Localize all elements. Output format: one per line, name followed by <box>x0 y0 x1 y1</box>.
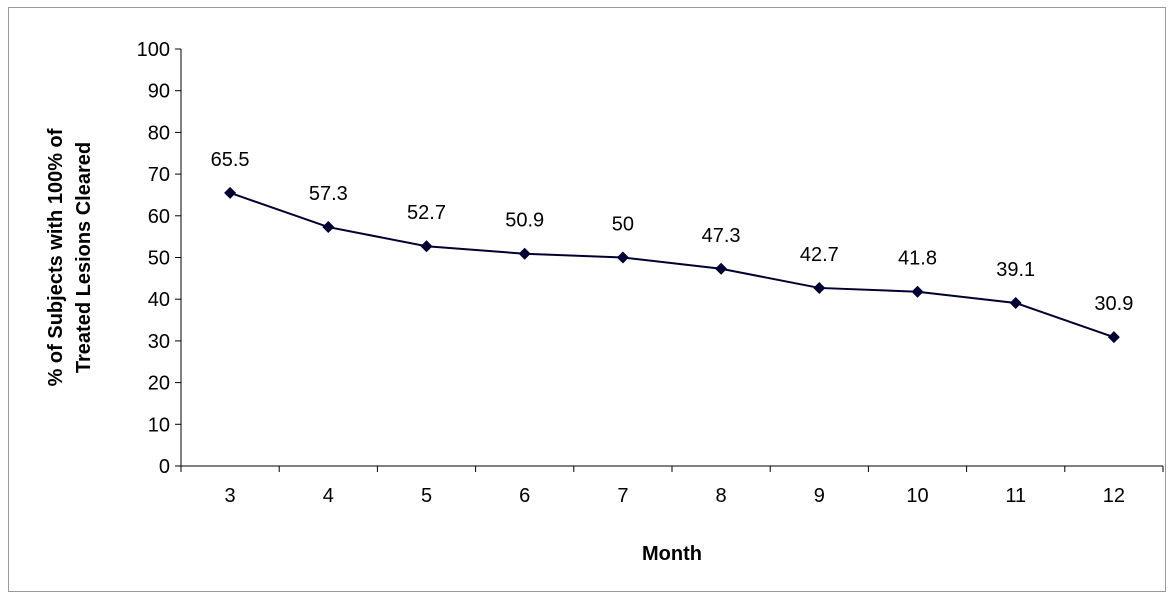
x-tick-label: 3 <box>225 485 236 507</box>
data-point-marker <box>1107 331 1120 344</box>
data-label: 57.3 <box>309 183 348 205</box>
data-point-marker <box>322 221 335 234</box>
x-tick-label: 8 <box>716 485 727 507</box>
data-point-marker <box>813 281 826 294</box>
axis-titles: Month % of Subjects with 100% of Treated… <box>45 128 702 565</box>
data-point-marker <box>420 240 433 253</box>
data-label: 50 <box>612 214 634 236</box>
data-point-marker <box>224 186 237 199</box>
y-tick-label: 20 <box>148 373 170 395</box>
x-tick-label: 6 <box>519 485 530 507</box>
x-tick-label: 12 <box>1103 485 1125 507</box>
x-tick-label: 11 <box>1005 485 1026 507</box>
x-tick-label: 9 <box>814 485 825 507</box>
x-tick-label: 7 <box>617 485 628 507</box>
y-tick-label: 70 <box>148 164 170 186</box>
data-label: 50.9 <box>505 210 544 232</box>
y-tick-label: 30 <box>148 331 170 353</box>
y-tick-label: 60 <box>148 206 170 228</box>
data-label: 47.3 <box>702 225 741 247</box>
series-layer: 65.5 57.3 52.7 50.9 50 47.3 42.7 41.8 39.1 30.9 <box>211 149 1133 344</box>
y-tick-label: 10 <box>148 414 170 436</box>
data-point-marker <box>1009 296 1022 309</box>
data-label: 52.7 <box>407 202 446 224</box>
data-point-marker <box>715 262 728 275</box>
y-axis-title-line-2: Treated Lesions Cleared <box>73 142 95 373</box>
data-label: 42.7 <box>800 244 839 266</box>
y-tick-label: 50 <box>148 248 170 270</box>
data-label: 39.1 <box>996 259 1035 281</box>
data-label: 65.5 <box>211 149 250 171</box>
y-axis: 0 10 20 30 40 50 60 70 80 90 100 <box>137 39 182 478</box>
x-axis-title: Month <box>642 543 702 565</box>
y-tick-label: 90 <box>148 81 170 103</box>
data-point-marker <box>518 247 531 260</box>
y-axis-title: % of Subjects with 100% of Treated Lesio… <box>45 128 95 386</box>
series-line <box>229 191 1115 339</box>
x-axis: 3 4 5 6 7 8 9 10 11 12 <box>180 465 1164 507</box>
x-tick-label: 4 <box>323 485 334 507</box>
chart-frame <box>8 7 1166 592</box>
data-point-marker <box>911 285 924 298</box>
y-tick-label: 0 <box>159 456 170 478</box>
y-tick-label: 40 <box>148 289 170 311</box>
y-axis-title-line-1: % of Subjects with 100% of <box>45 128 67 386</box>
data-point-marker <box>616 251 629 264</box>
data-label: 41.8 <box>898 248 937 270</box>
y-tick-label: 100 <box>137 39 170 61</box>
x-tick-label: 5 <box>421 485 432 507</box>
x-tick-label: 10 <box>906 485 928 507</box>
data-label: 30.9 <box>1094 293 1133 315</box>
y-tick-label: 80 <box>148 122 170 144</box>
